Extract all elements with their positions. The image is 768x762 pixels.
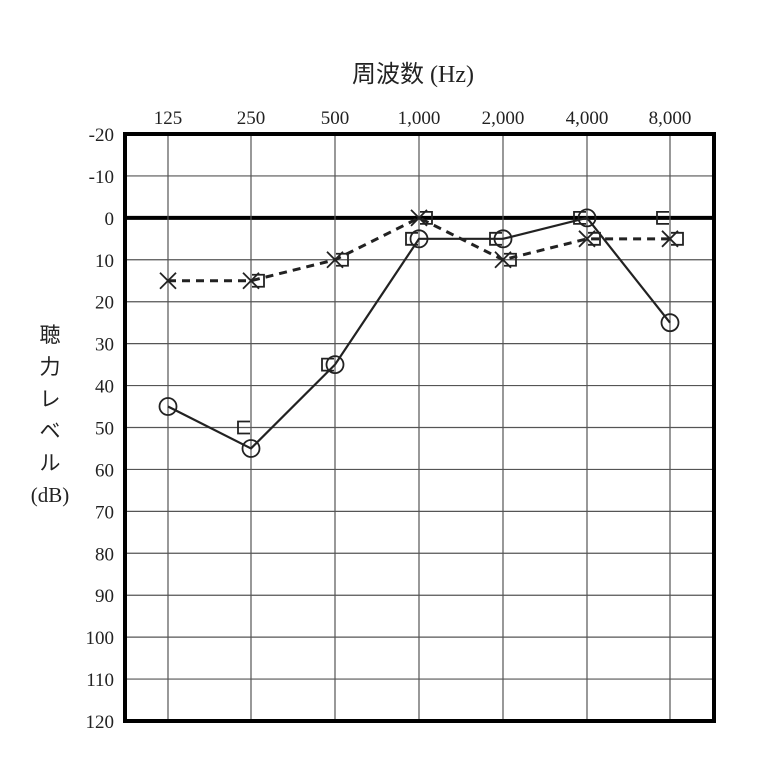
y-tick-label: 100: [86, 628, 115, 649]
y-tick-label: 30: [95, 335, 114, 356]
y-tick-labels: -20 -10 0 10 20 30 40 50 60 70 80 90 100 110 120: [86, 125, 115, 733]
data-series: [158, 208, 684, 458]
y-axis-title-char: ル: [40, 451, 61, 475]
y-tick-label: 80: [95, 544, 114, 565]
x-tick-label: 125: [154, 108, 183, 129]
x-tick-label: 4,000: [566, 108, 609, 129]
y-tick-label: -10: [89, 167, 114, 188]
series-markers: [159, 209, 679, 290]
series-markers: [237, 210, 669, 435]
x-axis-title: 周波数 (Hz): [352, 61, 474, 88]
y-tick-label: 60: [95, 460, 114, 481]
x-tick-label: 500: [321, 108, 350, 129]
x-tick-label: 250: [237, 108, 266, 129]
y-tick-label: 70: [95, 502, 114, 523]
x-tick-label: 1,000: [398, 108, 441, 129]
y-axis-title-char: ベ: [40, 419, 61, 443]
x-tick-labels: 125 250 500 1,000 2,000 4,000 8,000: [154, 108, 692, 129]
x-tick-label: 2,000: [482, 108, 525, 129]
series-markers: [252, 210, 684, 288]
y-tick-label: 50: [95, 419, 114, 440]
x-tick-label: 8,000: [649, 108, 692, 129]
y-axis-title-char: (dB): [31, 483, 70, 507]
plot-frame: [123, 132, 716, 723]
y-axis-title-char: 聴: [40, 323, 61, 347]
y-tick-label: 20: [95, 293, 114, 314]
series-markers: [158, 208, 680, 458]
grid-lines: [125, 134, 714, 721]
y-tick-label: 90: [95, 586, 114, 607]
y-tick-label: 0: [105, 209, 115, 230]
y-tick-label: -20: [89, 125, 114, 146]
series-line: [167, 216, 671, 450]
y-tick-label: 40: [95, 377, 114, 398]
y-tick-label: 10: [95, 251, 114, 272]
y-axis-title-char: 力: [40, 355, 61, 379]
y-tick-label: 110: [86, 670, 114, 691]
y-axis-title-char: レ: [40, 387, 61, 411]
y-tick-label: 120: [86, 712, 115, 733]
